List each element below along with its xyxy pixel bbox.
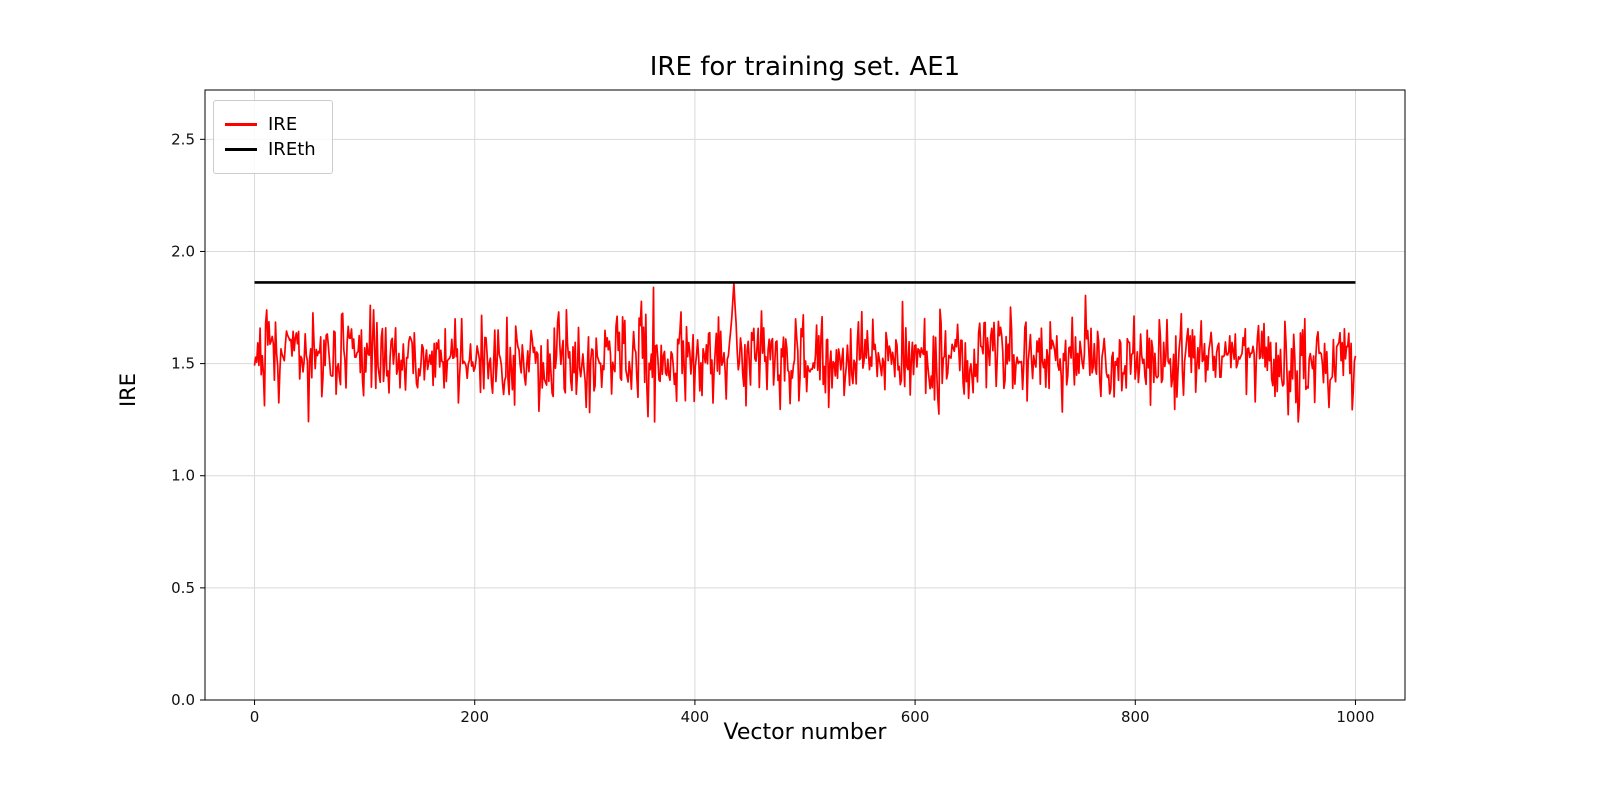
plot-border	[204, 89, 1406, 701]
legend: IRE IREth	[213, 100, 333, 174]
x-tick-label: 1000	[1336, 708, 1374, 726]
y-tick-label: 2.5	[171, 130, 195, 148]
x-axis-label: Vector number	[723, 720, 887, 745]
y-tick-label: 0.0	[171, 691, 195, 709]
x-tick-label: 200	[460, 708, 489, 726]
x-tick-label: 800	[1121, 708, 1150, 726]
legend-item-ire: IRE	[225, 114, 316, 135]
legend-label-ire: IRE	[268, 114, 298, 135]
y-tick-label: 1.0	[171, 467, 195, 485]
chart-title: IRE for training set. AE1	[649, 52, 961, 82]
y-tick-label: 0.5	[171, 579, 195, 597]
ireth-line-sample	[225, 148, 257, 151]
y-tick-label: 2.0	[171, 242, 195, 260]
y-axis-label: IRE	[116, 372, 140, 408]
ire-series-line	[253, 282, 1357, 423]
x-tick-label: 600	[901, 708, 930, 726]
ire-line-sample	[225, 123, 257, 126]
y-tick-label: 1.5	[171, 355, 195, 373]
x-tick-label: 0	[250, 708, 260, 726]
legend-item-ireth: IREth	[225, 139, 316, 160]
legend-label-ireth: IREth	[268, 139, 316, 160]
x-tick-label: 400	[681, 708, 710, 726]
